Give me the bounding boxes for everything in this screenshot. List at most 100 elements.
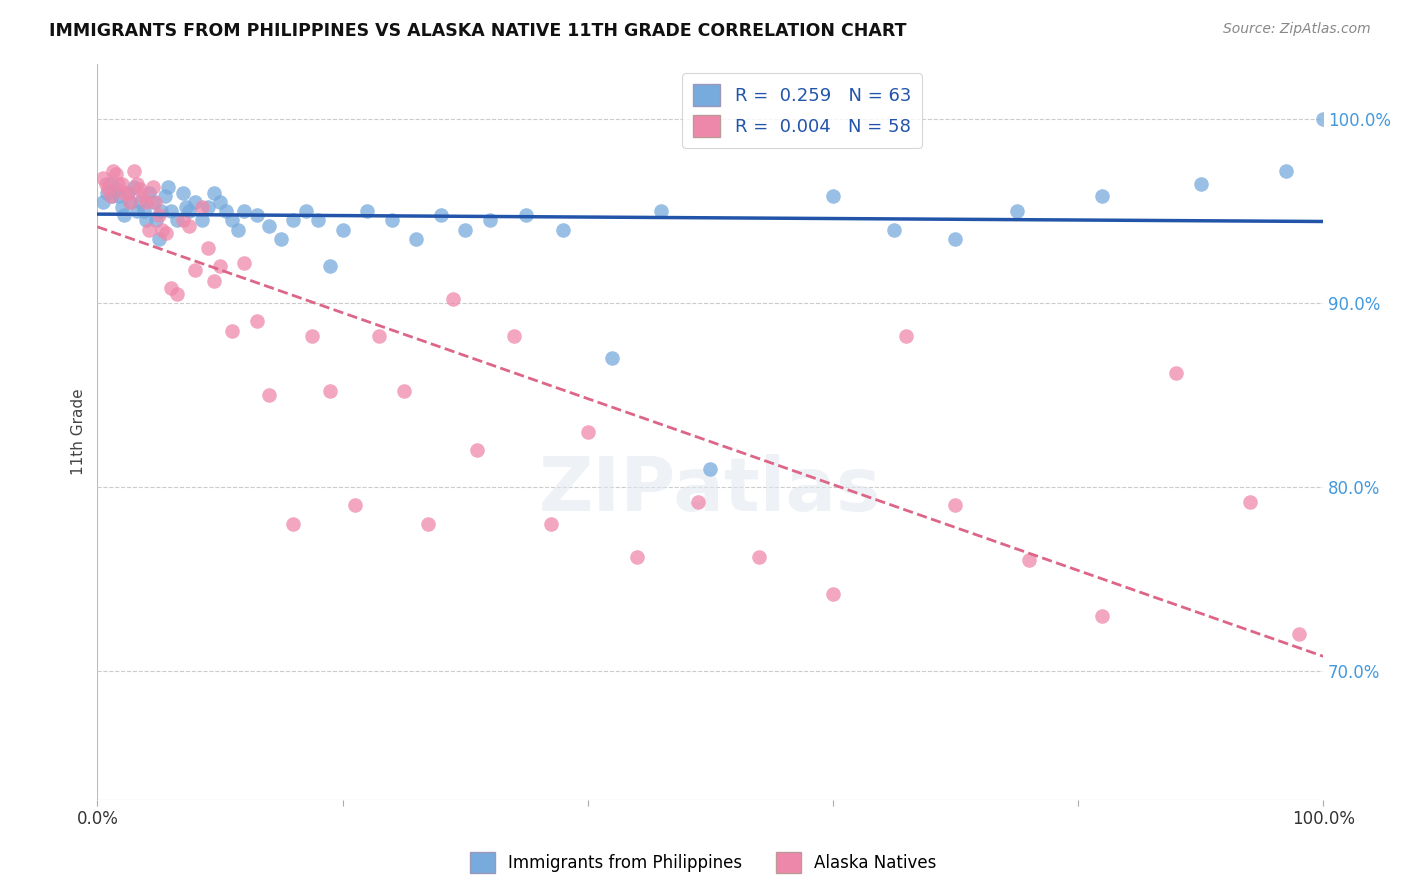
Point [896,329,918,343]
Text: Source: ZipAtlas.com: Source: ZipAtlas.com [1223,22,1371,37]
Point [184,263,207,277]
Point [141,180,163,194]
Point [111,177,134,191]
Point [1275,163,1298,178]
Point [405,232,427,246]
Y-axis label: 11th Grade: 11th Grade [72,389,86,475]
Point [821,189,844,203]
Point [283,213,305,227]
Point [221,213,243,227]
Point [945,232,967,246]
Point [111,201,134,215]
Point [1091,189,1114,203]
Point [418,516,440,531]
Point [221,324,243,338]
Point [129,194,152,209]
Point [153,189,176,203]
Point [131,189,153,203]
Point [319,260,342,274]
Point [172,186,194,200]
Point [202,274,225,288]
Point [294,204,316,219]
Point [174,201,197,215]
Point [319,384,342,399]
Point [138,222,160,236]
Point [600,351,623,366]
Point [392,384,415,399]
Point [132,204,155,219]
Point [233,255,256,269]
Point [503,329,526,343]
Point [1239,494,1261,508]
Point [120,194,142,209]
Point [107,177,129,191]
Point [138,186,160,200]
Point [145,213,167,227]
Point [122,163,145,178]
Point [650,204,672,219]
Point [120,194,142,209]
Point [94,177,117,191]
Point [143,194,166,209]
Point [104,167,127,181]
Point [215,204,238,219]
Point [1018,553,1040,567]
Point [93,171,115,186]
Point [515,208,537,222]
Point [945,499,967,513]
Point [129,182,152,196]
Text: ZIPatlas: ZIPatlas [538,454,882,527]
Point [155,226,177,240]
Point [1005,204,1028,219]
Point [197,201,219,215]
Point [368,329,391,343]
Point [184,194,207,209]
Point [1288,627,1310,641]
Point [148,232,170,246]
Point [148,208,170,222]
Point [332,222,354,236]
Point [1312,112,1334,127]
Point [125,204,148,219]
Point [283,516,305,531]
Point [226,222,249,236]
Point [202,186,225,200]
Point [98,177,121,191]
Point [441,293,464,307]
Point [343,499,366,513]
Text: IMMIGRANTS FROM PHILIPPINES VS ALASKA NATIVE 11TH GRADE CORRELATION CHART: IMMIGRANTS FROM PHILIPPINES VS ALASKA NA… [49,22,907,40]
Point [1091,608,1114,623]
Point [135,213,157,227]
Point [112,186,135,200]
Point [1164,366,1187,380]
Point [540,516,562,531]
Point [117,186,139,200]
Point [576,425,599,439]
Point [96,186,118,200]
Point [270,232,292,246]
Point [454,222,477,236]
Point [125,177,148,191]
Point [429,208,451,222]
Point [112,208,135,222]
Point [141,194,163,209]
Point [233,204,256,219]
Point [197,241,219,255]
Point [257,219,280,233]
Point [108,189,131,203]
Point [257,388,280,402]
Point [160,281,183,295]
Point [686,494,709,508]
Point [179,219,201,233]
Point [93,194,115,209]
Point [190,201,212,215]
Point [626,549,648,564]
Point [157,180,180,194]
Point [301,329,323,343]
Point [172,213,194,227]
Legend: R =  0.259   N = 63, R =  0.004   N = 58: R = 0.259 N = 63, R = 0.004 N = 58 [682,73,922,148]
Point [380,213,402,227]
Point [117,186,139,200]
Point [246,314,269,328]
Point [179,204,201,219]
